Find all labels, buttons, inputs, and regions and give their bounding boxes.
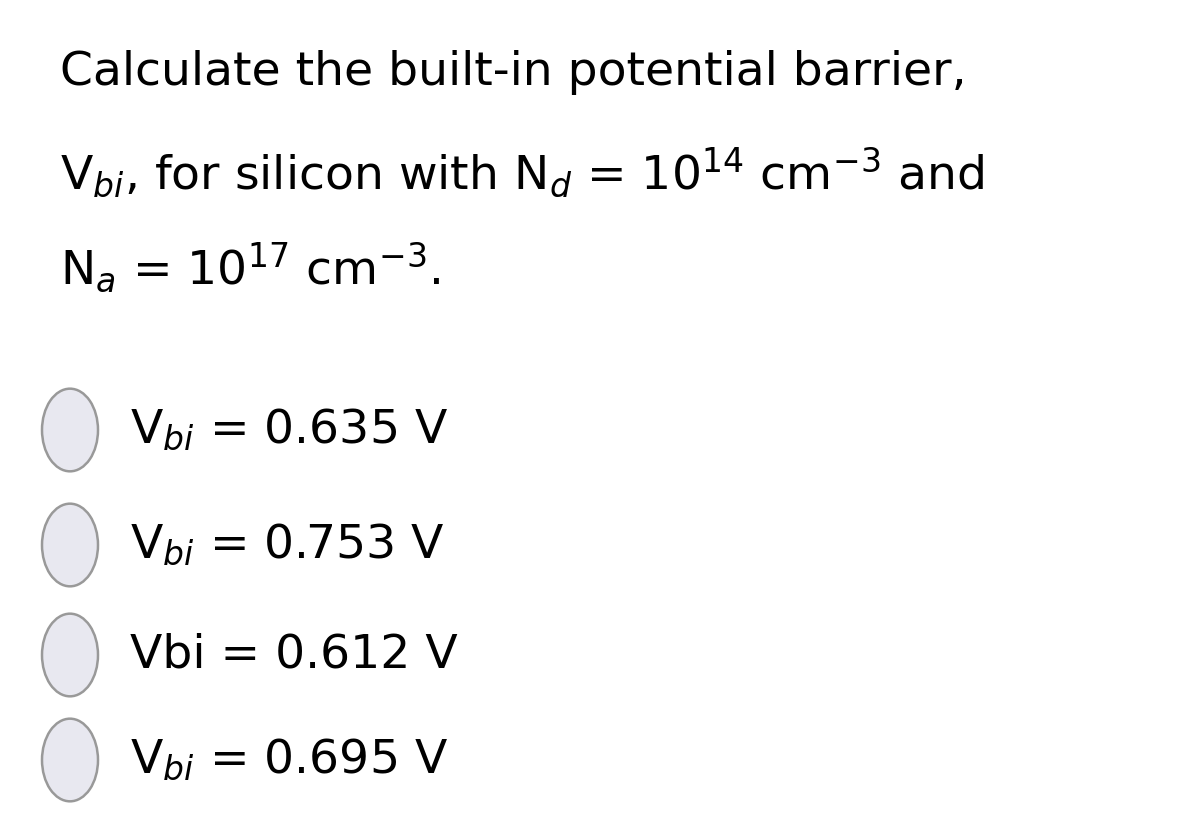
Ellipse shape <box>42 614 98 696</box>
Text: N$_{a}$ = 10$^{17}$ cm$^{-3}$.: N$_{a}$ = 10$^{17}$ cm$^{-3}$. <box>60 240 440 293</box>
Text: V$_{bi}$ = 0.753 V: V$_{bi}$ = 0.753 V <box>130 522 444 568</box>
Ellipse shape <box>42 719 98 802</box>
Text: V$_{bi}$ = 0.635 V: V$_{bi}$ = 0.635 V <box>130 407 448 453</box>
Text: Calculate the built-in potential barrier,: Calculate the built-in potential barrier… <box>60 50 967 95</box>
Text: V$_{bi}$, for silicon with N$_{d}$ = 10$^{14}$ cm$^{-3}$ and: V$_{bi}$, for silicon with N$_{d}$ = 10$… <box>60 145 984 199</box>
Ellipse shape <box>42 389 98 472</box>
Text: V$_{bi}$ = 0.695 V: V$_{bi}$ = 0.695 V <box>130 737 448 783</box>
Text: Vbi = 0.612 V: Vbi = 0.612 V <box>130 633 457 677</box>
Ellipse shape <box>42 504 98 586</box>
